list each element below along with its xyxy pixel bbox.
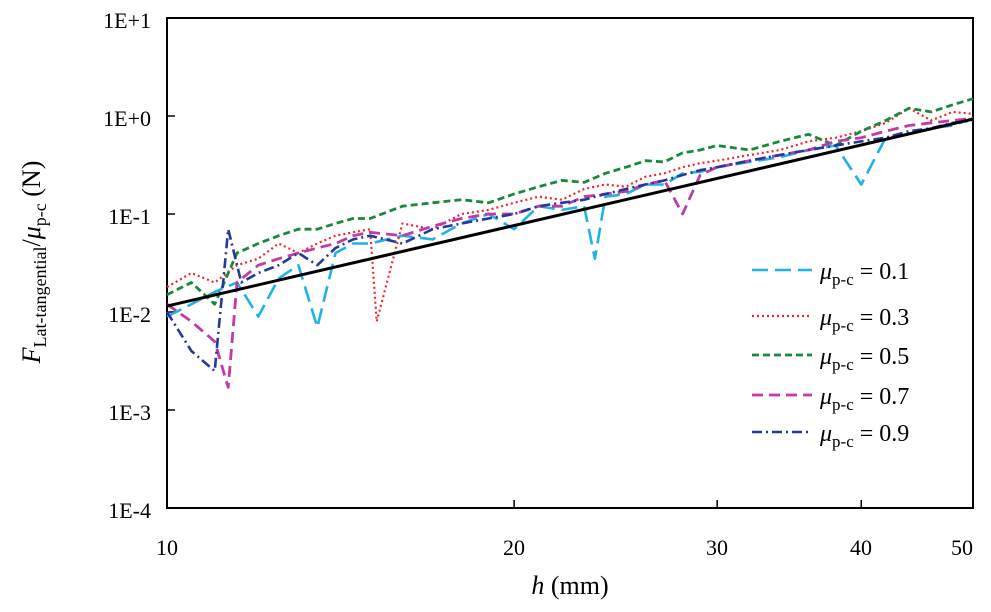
legend-mu-2: μ xyxy=(819,344,832,370)
legend: μp-c = 0.1 μp-c = 0.3 μp-c = 0.5 μp-c = … xyxy=(752,259,909,451)
y-tick-label-1e0: 1E+0 xyxy=(103,106,151,131)
legend-sub-3: p-c xyxy=(832,395,854,414)
legend-sub-1: p-c xyxy=(832,316,854,335)
x-axis-title-unit: (mm) xyxy=(544,571,608,600)
x-tick-label-50: 50 xyxy=(951,535,973,560)
series-group xyxy=(165,97,974,389)
y-axis-title-f: F xyxy=(17,346,46,364)
legend-value-1: = 0.3 xyxy=(854,305,910,331)
y-tick-label-1e1: 1E+1 xyxy=(103,8,151,33)
legend-mu-1: μ xyxy=(819,305,832,331)
legend-label-0: μp-c = 0.1 xyxy=(819,259,909,289)
legend-value-0: = 0.1 xyxy=(854,259,910,285)
series-line-3 xyxy=(166,116,974,389)
legend-sub-4: p-c xyxy=(832,432,854,451)
y-axis-title: FLat-tangential/μp-c (N) xyxy=(17,161,50,365)
plot-frame xyxy=(166,17,974,509)
series-line-1 xyxy=(166,107,974,323)
y-tick-label-1e-1: 1E-1 xyxy=(108,204,151,229)
x-tick-labels: 10 20 30 40 50 xyxy=(156,535,973,560)
x-tick-label-20: 20 xyxy=(503,535,525,560)
x-axis-title-var: h xyxy=(531,571,544,600)
y-tick-label-1e-3: 1E-3 xyxy=(108,400,151,425)
x-tick-label-40: 40 xyxy=(850,535,872,560)
y-tick-marks xyxy=(167,17,175,509)
series-line-2 xyxy=(166,97,974,306)
legend-mu-4: μ xyxy=(819,421,832,447)
legend-label-3: μp-c = 0.7 xyxy=(819,384,909,414)
legend-sub-2: p-c xyxy=(832,355,854,374)
x-tick-label-10: 10 xyxy=(156,535,178,560)
series-line-4 xyxy=(165,119,974,373)
x-axis-title: h (mm) xyxy=(531,571,608,600)
y-tick-label-1e-4: 1E-4 xyxy=(108,498,151,523)
legend-value-2: = 0.5 xyxy=(854,344,910,370)
y-tick-labels: 1E+1 1E+0 1E-1 1E-2 1E-3 1E-4 xyxy=(103,8,151,523)
y-axis-title-mu: μ xyxy=(17,226,46,240)
y-axis-title-musub: p-c xyxy=(30,203,50,226)
fit-line xyxy=(166,117,974,308)
series-line-0 xyxy=(166,116,974,329)
legend-label-1: μp-c = 0.3 xyxy=(819,305,909,335)
y-axis-title-slash: / xyxy=(17,239,46,247)
y-axis-title-unit: (N) xyxy=(17,161,46,204)
legend-value-4: = 0.9 xyxy=(854,421,910,447)
y-tick-label-1e-2: 1E-2 xyxy=(108,302,151,327)
x-tick-label-30: 30 xyxy=(706,535,728,560)
legend-sub-0: p-c xyxy=(832,270,854,289)
legend-mu-0: μ xyxy=(819,259,832,285)
legend-mu-3: μ xyxy=(819,384,832,410)
legend-label-4: μp-c = 0.9 xyxy=(819,421,909,451)
legend-value-3: = 0.7 xyxy=(854,384,910,410)
y-axis-title-fsub: Lat-tangential xyxy=(30,247,50,348)
x-tick-marks xyxy=(166,500,974,508)
legend-label-2: μp-c = 0.5 xyxy=(819,344,909,374)
